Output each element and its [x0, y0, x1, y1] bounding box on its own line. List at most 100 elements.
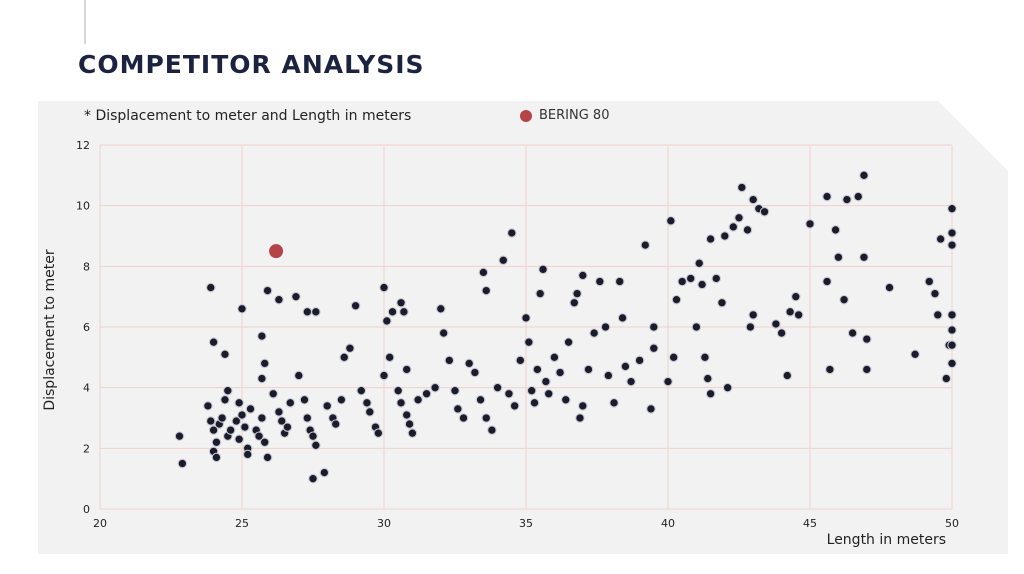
data-point — [535, 288, 545, 299]
y-tick-label: 10 — [76, 200, 90, 213]
data-point — [947, 310, 957, 320]
legend-label: BERING 80 — [539, 108, 610, 123]
data-point — [401, 410, 412, 420]
data-point — [379, 370, 389, 381]
data-point — [399, 307, 409, 317]
x-tick-label: 45 — [803, 517, 817, 530]
data-point — [782, 370, 793, 381]
data-point — [884, 282, 895, 293]
data-point — [947, 203, 957, 214]
data-point — [532, 364, 543, 375]
data-point — [208, 337, 219, 347]
data-point — [498, 255, 509, 266]
data-point — [208, 425, 219, 435]
data-point — [617, 313, 628, 323]
data-point — [237, 304, 247, 314]
data-point — [685, 273, 696, 284]
data-point — [177, 458, 188, 469]
y-tick-label: 6 — [83, 321, 90, 334]
data-point — [336, 395, 347, 405]
x-tick-label: 40 — [661, 517, 675, 530]
data-point — [487, 425, 497, 435]
data-point — [444, 355, 455, 366]
data-point — [211, 437, 222, 448]
data-point — [277, 416, 287, 426]
data-point — [379, 282, 389, 293]
chart-panel: 20 25 30 35 40 45 50 0 2 4 6 8 10 12 * Displacement t… — [38, 101, 1008, 554]
data-point — [543, 388, 554, 399]
data-point — [458, 413, 469, 423]
data-point — [785, 307, 795, 317]
data-point — [947, 240, 957, 250]
data-point — [745, 322, 756, 332]
data-point — [206, 282, 216, 293]
data-point — [583, 364, 594, 375]
data-point — [748, 310, 758, 320]
data-point — [282, 422, 293, 432]
data-point — [910, 349, 920, 360]
data-point — [600, 322, 611, 332]
data-point — [595, 276, 605, 287]
data-point — [859, 252, 869, 262]
data-point — [481, 285, 491, 296]
data-point — [847, 328, 858, 338]
data-point — [308, 431, 318, 441]
data-point — [822, 191, 832, 202]
data-point — [947, 325, 957, 335]
data-point — [578, 270, 588, 281]
data-point — [839, 294, 849, 305]
data-point — [524, 337, 534, 347]
data-point — [947, 358, 957, 369]
data-point — [742, 225, 753, 235]
data-point — [947, 340, 957, 350]
data-point — [470, 367, 480, 378]
data-point — [634, 355, 645, 366]
data-point — [339, 352, 349, 363]
data-point — [862, 334, 872, 344]
x-tick-label: 50 — [945, 517, 959, 530]
data-point — [285, 398, 296, 408]
y-tick-label: 12 — [76, 139, 90, 152]
data-point — [504, 388, 514, 399]
data-point — [935, 234, 946, 244]
data-point — [242, 449, 253, 460]
data-point — [225, 425, 236, 435]
data-point — [217, 413, 227, 423]
data-point — [771, 319, 781, 329]
data-point — [211, 452, 222, 463]
data-point — [231, 416, 242, 426]
data-point — [396, 398, 406, 408]
data-point — [507, 228, 517, 238]
data-point — [387, 307, 398, 317]
data-point — [356, 385, 367, 396]
data-point — [413, 395, 423, 405]
data-point — [521, 313, 531, 323]
data-point — [677, 276, 687, 287]
data-point — [254, 431, 264, 441]
data-point — [830, 225, 841, 235]
data-points — [174, 170, 957, 484]
data-point — [259, 437, 270, 448]
data-point — [649, 322, 659, 332]
data-point — [515, 355, 526, 366]
data-point — [640, 240, 651, 250]
data-point — [609, 398, 619, 408]
data-point — [930, 288, 940, 299]
data-point — [626, 376, 636, 387]
data-point — [302, 413, 313, 423]
data-point — [578, 401, 588, 411]
data-point — [308, 473, 318, 484]
data-point — [759, 206, 770, 217]
data-point — [666, 216, 676, 226]
data-point — [722, 382, 733, 393]
data-point — [822, 276, 832, 287]
data-point — [453, 404, 463, 414]
data-point — [646, 404, 656, 414]
data-point — [299, 395, 310, 405]
data-point — [853, 191, 864, 202]
x-axis-label: Length in meters — [826, 532, 946, 548]
data-point — [575, 413, 585, 423]
data-point — [538, 264, 548, 275]
data-point — [237, 410, 247, 420]
data-point — [259, 358, 270, 369]
